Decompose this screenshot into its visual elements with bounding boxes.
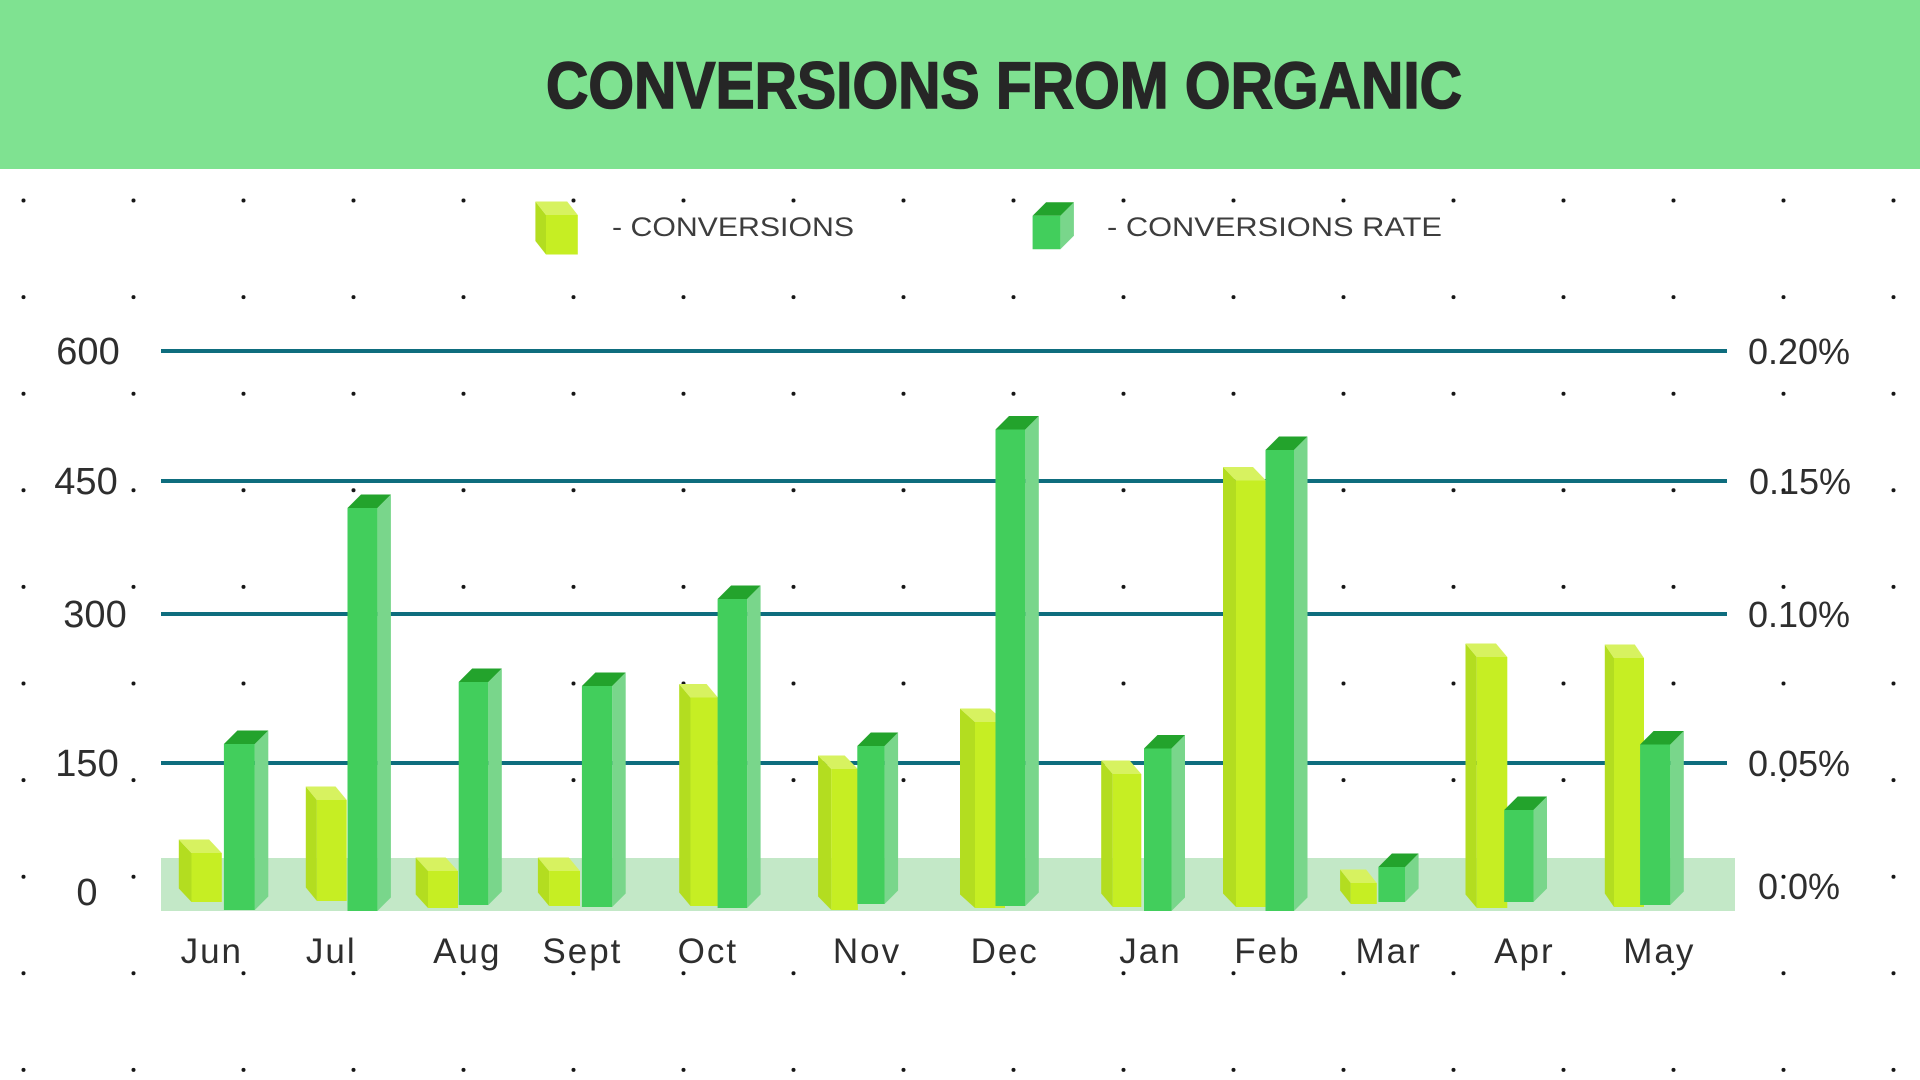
svg-text:Oct: Oct [678, 932, 738, 971]
svg-text:- CONVERSIONS RATE: - CONVERSIONS RATE [1107, 212, 1442, 242]
svg-text:450: 450 [54, 461, 117, 503]
svg-text:May: May [1623, 932, 1695, 971]
svg-text:Apr: Apr [1494, 932, 1554, 971]
svg-text:Dec: Dec [971, 932, 1039, 971]
svg-text:0: 0 [76, 872, 97, 914]
svg-text:Jun: Jun [181, 932, 243, 971]
svg-text:Feb: Feb [1234, 932, 1300, 971]
svg-text:- CONVERSIONS: - CONVERSIONS [612, 212, 854, 242]
svg-text:Aug: Aug [433, 932, 501, 971]
svg-text:0.0%: 0.0% [1758, 866, 1840, 907]
svg-text:600: 600 [56, 331, 119, 373]
svg-text:Nov: Nov [833, 932, 901, 971]
svg-text:0.05%: 0.05% [1748, 743, 1850, 784]
svg-text:0.10%: 0.10% [1748, 594, 1850, 635]
svg-text:150: 150 [55, 743, 118, 785]
svg-text:300: 300 [63, 594, 126, 636]
svg-text:Jul: Jul [306, 932, 357, 971]
svg-text:Mar: Mar [1355, 932, 1421, 971]
svg-text:Jan: Jan [1119, 932, 1181, 971]
svg-text:0.15%: 0.15% [1749, 461, 1851, 502]
svg-text:Sept: Sept [542, 932, 622, 971]
svg-text:CONVERSIONS FROM ORGANIC: CONVERSIONS FROM ORGANIC [546, 48, 1462, 122]
svg-text:0.20%: 0.20% [1748, 331, 1850, 372]
